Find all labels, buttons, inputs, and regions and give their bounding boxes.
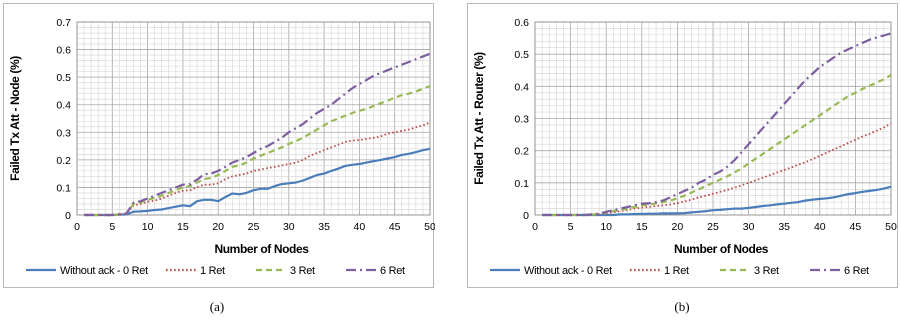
y-tick-label: 0.1 [56, 182, 71, 194]
x-tick-label: 50 [424, 221, 435, 233]
caption-a: (a) [209, 299, 225, 314]
series-line-4 [84, 52, 431, 217]
x-tick-label: 5 [109, 221, 115, 233]
series-line-1 [542, 185, 892, 217]
legend-label-2: 1 Ret [664, 265, 689, 277]
legend-label-4: 6 Ret [380, 265, 405, 277]
y-tick-label: 0.5 [514, 49, 529, 61]
x-tick-label: 30 [743, 221, 755, 233]
legend-label-3: 3 Ret [290, 265, 315, 277]
series-line-1 [84, 147, 431, 217]
y-tick-label: 0.2 [56, 155, 71, 167]
x-tick-label: 35 [318, 221, 330, 233]
x-tick-label: 0 [74, 221, 80, 233]
y-tick-label: 0.5 [56, 72, 71, 84]
legend-label-1: Without ack - 0 Ret [524, 265, 612, 277]
y-tick-label: 0.7 [56, 17, 71, 29]
x-tick-label: 20 [672, 221, 684, 233]
series-line-3 [84, 84, 431, 217]
legend-label-3: 3 Ret [754, 265, 779, 277]
y-axis-title: Failed Tx Att - Node (%) [8, 56, 22, 181]
grid [76, 21, 431, 216]
series-line-4 [542, 32, 892, 217]
y-tick-label: 0.1 [514, 178, 529, 190]
plot-area [534, 21, 892, 216]
legend: Without ack - 0 Ret 1 Ret 3 Ret 6 Ret [490, 265, 869, 277]
series-line-2 [84, 121, 431, 216]
y-tick-label: 0 [65, 210, 71, 222]
chart-b-svg: 0 5 10 15 20 25 30 35 40 45 50 0 0.1 0.2 0.3 0.4 0.5 0.6 N… [472, 17, 897, 277]
plot-area [76, 21, 431, 216]
x-tick-label: 30 [283, 221, 295, 233]
y-tick-label: 0.6 [514, 17, 529, 29]
y-axis-title: Failed Tx Att - Router (%) [472, 52, 486, 185]
legend-label-2: 1 Ret [200, 265, 225, 277]
y-tick-label: 0.4 [56, 100, 71, 112]
chart-a-svg: 0 5 10 15 20 25 30 35 40 45 50 0 0.1 0.2 0.3 0.4 0.5 0.6 0… [8, 17, 435, 277]
caption-b: (b) [674, 299, 690, 314]
x-tick-label: 10 [142, 221, 154, 233]
x-tick-label: 25 [707, 221, 719, 233]
x-axis-title: Number of Nodes [674, 242, 769, 256]
x-tick-label: 40 [354, 221, 366, 233]
legend-label-4: 6 Ret [844, 265, 869, 277]
x-tick-label: 45 [389, 221, 401, 233]
x-tick-label: 10 [600, 221, 612, 233]
y-tick-label: 0.4 [514, 81, 529, 93]
x-tick-label: 50 [885, 221, 897, 233]
y-tick-label: 0 [523, 210, 529, 222]
x-tick-label: 20 [212, 221, 224, 233]
chart-panel-b: 0 5 10 15 20 25 30 35 40 45 50 0 0.1 0.2 0.3 0.4 0.5 0.6 N… [467, 3, 898, 288]
x-tick-label: 15 [177, 221, 189, 233]
x-tick-label: 15 [636, 221, 648, 233]
y-tick-label: 0.2 [514, 146, 529, 158]
grid [534, 21, 892, 216]
series-line-2 [542, 122, 892, 216]
legend-label-1: Without ack - 0 Ret [60, 265, 148, 277]
chart-panel-a: 0 5 10 15 20 25 30 35 40 45 50 0 0.1 0.2 0.3 0.4 0.5 0.6 0… [3, 3, 435, 288]
x-tick-label: 40 [814, 221, 826, 233]
y-tick-label: 0.3 [56, 127, 71, 139]
x-tick-label: 35 [778, 221, 790, 233]
legend: Without ack - 0 Ret 1 Ret 3 Ret 6 Ret [26, 265, 405, 277]
x-tick-label: 45 [850, 221, 862, 233]
y-tick-label: 0.3 [514, 114, 529, 126]
series-line-3 [542, 74, 892, 217]
x-axis-title: Number of Nodes [214, 242, 309, 256]
y-tick-label: 0.6 [56, 45, 71, 57]
x-tick-label: 5 [568, 221, 574, 233]
x-tick-label: 25 [248, 221, 260, 233]
x-tick-label: 0 [532, 221, 538, 233]
